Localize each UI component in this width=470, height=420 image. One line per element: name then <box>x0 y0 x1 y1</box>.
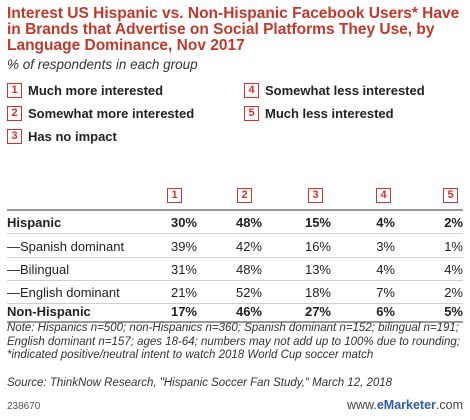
legend-box-5: 5 <box>244 106 259 121</box>
cell: 17% <box>170 303 197 319</box>
legend: 1 Much more interested 2 Somewhat more i… <box>7 83 463 151</box>
cell: 2% <box>444 214 463 230</box>
cell: 4% <box>376 261 395 277</box>
cell: 1% <box>444 238 463 254</box>
legend-label-5: Much less interested <box>265 106 394 121</box>
row-label: —Bilingual <box>7 261 70 277</box>
legend-label-3: Has no impact <box>28 129 117 144</box>
cell: 4% <box>376 214 395 230</box>
legend-label-1: Much more interested <box>28 83 164 98</box>
legend-item-4: 4 Somewhat less interested <box>244 83 425 98</box>
footer: 238670 www.eMarketer.com <box>7 395 463 417</box>
row-divider <box>7 280 463 281</box>
chart-note: Note: Hispanics n=500; non-Hispanics n=3… <box>7 322 460 361</box>
column-header-3: 3 <box>308 188 325 203</box>
cell: 31% <box>170 261 197 277</box>
cell: 3% <box>376 238 395 254</box>
column-header-5: 5 <box>443 188 460 203</box>
cell: 46% <box>235 303 262 319</box>
row-label: Non-Hispanic <box>7 303 91 319</box>
table-row-english-dominant: —English dominant 21% 52% 18% 7% 2% <box>7 282 463 302</box>
legend-box-3: 3 <box>7 129 22 144</box>
legend-box-4: 4 <box>244 83 259 98</box>
row-divider <box>7 303 463 304</box>
cell: 15% <box>304 214 331 230</box>
cell: 6% <box>376 303 395 319</box>
cell: 39% <box>170 238 197 254</box>
table-row-hispanic: Hispanic 30% 48% 15% 4% 2% <box>7 212 463 232</box>
table-row-non-hispanic: Non-Hispanic 17% 46% 27% 6% 5% <box>7 301 463 321</box>
legend-item-3: 3 Has no impact <box>7 129 117 144</box>
cell: 27% <box>304 303 331 319</box>
cell: 18% <box>304 284 331 300</box>
chart-subtitle: % of respondents in each group <box>7 57 198 72</box>
legend-box-1: 1 <box>7 83 22 98</box>
cell: 2% <box>444 284 463 300</box>
column-header-4: 4 <box>376 188 393 203</box>
cell: 5% <box>444 303 463 319</box>
cell: 52% <box>235 284 262 300</box>
legend-item-2: 2 Somewhat more interested <box>7 106 194 121</box>
legend-item-5: 5 Much less interested <box>244 106 394 121</box>
cell: 7% <box>376 284 395 300</box>
chart-title: Interest US Hispanic vs. Non-Hispanic Fa… <box>7 5 460 54</box>
row-label: Hispanic <box>7 214 62 230</box>
cell: 13% <box>304 261 331 277</box>
table-bottom-rule <box>7 321 463 323</box>
cell: 48% <box>235 261 262 277</box>
table-top-rule <box>7 209 463 211</box>
legend-label-2: Somewhat more interested <box>28 106 195 121</box>
chart-page: Interest US Hispanic vs. Non-Hispanic Fa… <box>7 0 463 420</box>
table-row-bilingual: —Bilingual 31% 48% 13% 4% 4% <box>7 259 463 279</box>
legend-label-4: Somewhat less interested <box>265 83 425 98</box>
table-row-spanish-dominant: —Spanish dominant 39% 42% 16% 3% 1% <box>7 236 463 256</box>
legend-item-1: 1 Much more interested <box>7 83 163 98</box>
cell: 42% <box>235 238 262 254</box>
column-header-2: 2 <box>237 188 254 203</box>
cell: 48% <box>235 214 262 230</box>
legend-box-2: 2 <box>7 106 22 121</box>
cell: 21% <box>170 284 197 300</box>
row-label: —English dominant <box>7 284 120 300</box>
column-header-1: 1 <box>167 188 184 203</box>
emarketer-logo: www.eMarketer.com <box>346 398 463 412</box>
cell: 30% <box>170 214 197 230</box>
chart-source: Source: ThinkNow Research, "Hispanic Soc… <box>7 377 393 389</box>
cell: 4% <box>444 261 463 277</box>
row-divider <box>7 233 463 234</box>
cell: 16% <box>304 238 331 254</box>
row-label: —Spanish dominant <box>7 238 125 254</box>
row-divider <box>7 257 463 258</box>
chart-id: 238670 <box>7 401 41 412</box>
